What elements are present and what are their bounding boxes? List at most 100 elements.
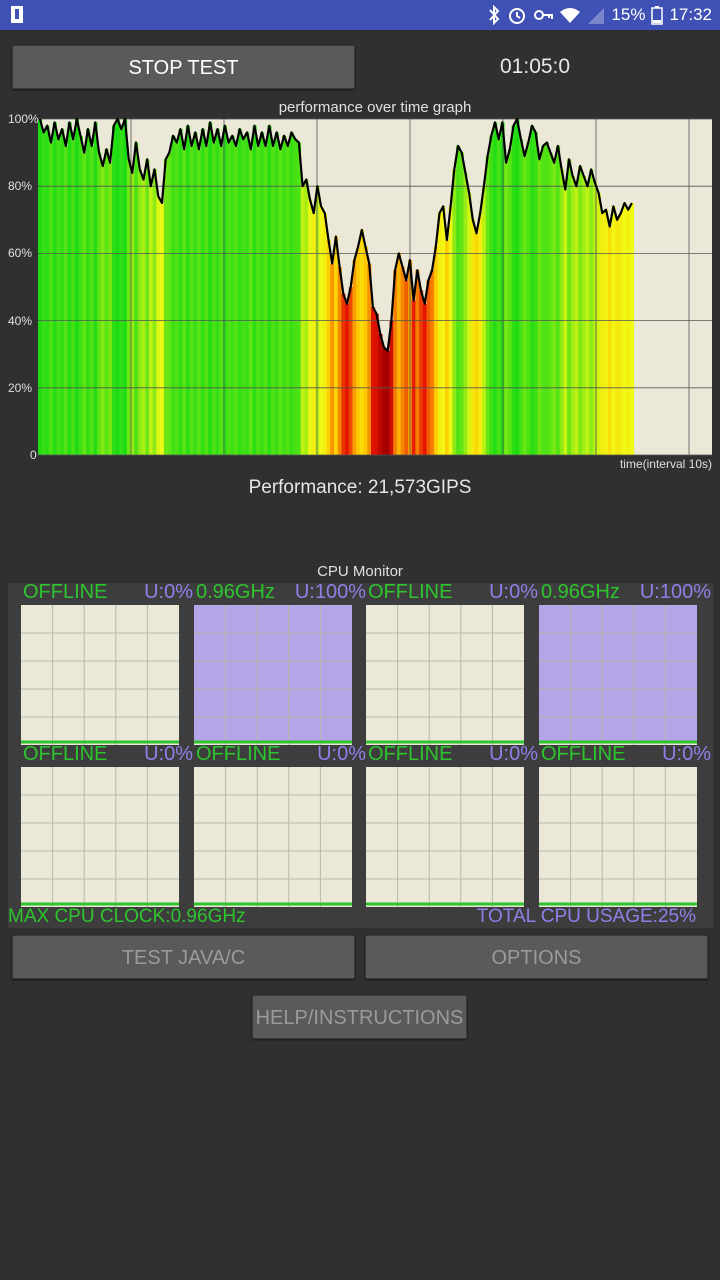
cpu-core-usage: U:100%	[294, 581, 366, 603]
performance-bar	[607, 226, 612, 455]
performance-bar	[245, 132, 250, 455]
cpu-core-1-header: 0.96GHz U:100%	[196, 581, 366, 604]
performance-bar	[193, 132, 198, 455]
performance-bar	[123, 119, 128, 455]
performance-bar	[241, 139, 246, 455]
performance-bar	[618, 213, 623, 455]
battery-icon	[651, 5, 664, 25]
performance-bar	[104, 149, 109, 456]
performance-bar	[248, 149, 253, 456]
options-button[interactable]: OPTIONS	[365, 935, 708, 979]
help-instructions-button[interactable]: HELP/INSTRUCTIONS	[252, 995, 467, 1039]
performance-bar	[204, 145, 209, 455]
performance-bar	[522, 155, 527, 455]
performance-bar	[345, 303, 350, 455]
performance-chart	[38, 117, 712, 456]
performance-bar	[422, 303, 427, 455]
performance-bar	[630, 203, 635, 455]
cpu-core-status: 0.96GHz	[541, 581, 620, 603]
performance-bar	[356, 246, 361, 455]
cpu-core-7-graph	[539, 767, 697, 907]
performance-bar	[596, 192, 601, 456]
performance-bar	[167, 152, 172, 455]
performance-bar	[530, 125, 535, 455]
performance-bar	[378, 334, 383, 455]
performance-bar	[593, 182, 598, 455]
cpu-core-status: OFFLINE	[23, 743, 108, 765]
performance-bar	[626, 209, 631, 455]
cpu-core-4-header: OFFLINE U:0%	[23, 743, 193, 766]
performance-bar	[463, 172, 468, 455]
performance-bar	[271, 145, 276, 455]
performance-bar	[234, 145, 239, 455]
performance-bar	[237, 129, 242, 455]
cpu-monitor-panel: OFFLINE U:0% 0.96GHz U:100% OFFLINE U:0% 0.96G…	[8, 581, 713, 928]
performance-bar	[278, 149, 283, 456]
cpu-core-status: OFFLINE	[368, 743, 453, 765]
cpu-core-2-header: OFFLINE U:0%	[368, 581, 538, 604]
status-bar: 15% 17:32	[0, 0, 720, 30]
performance-bar	[319, 206, 324, 455]
y-tick-80: 80%	[8, 179, 33, 193]
cpu-core-1-graph	[194, 605, 352, 745]
cpu-core-3-header: 0.96GHz U:100%	[541, 581, 711, 604]
max-cpu-clock: MAX CPU CLOCK:0.96GHz	[8, 906, 246, 927]
performance-bar	[52, 122, 57, 456]
cpu-core-5-graph	[194, 767, 352, 907]
performance-bar	[189, 145, 194, 455]
performance-bar	[363, 246, 368, 455]
performance-bar	[289, 132, 294, 455]
performance-bar	[541, 145, 546, 455]
y-tick-100: 100%	[8, 112, 39, 126]
cpu-usage-fill	[194, 605, 352, 741]
performance-bar	[322, 213, 327, 455]
performance-bar	[308, 199, 313, 455]
performance-bar	[548, 152, 553, 455]
performance-bar	[352, 260, 357, 455]
performance-bar	[226, 142, 231, 455]
performance-bar	[611, 206, 616, 455]
cpu-core-7-header: OFFLINE U:0%	[541, 743, 711, 766]
performance-bar	[282, 135, 287, 456]
performance-bar	[78, 135, 83, 456]
performance-bar	[570, 176, 575, 455]
performance-bar	[334, 236, 339, 455]
performance-bar	[622, 203, 627, 455]
cpu-core-5-header: OFFLINE U:0%	[196, 743, 366, 766]
stop-test-button[interactable]: STOP TEST	[12, 45, 355, 89]
test-java-c-button[interactable]: TEST JAVA/C	[12, 935, 355, 979]
performance-bar	[500, 122, 505, 456]
performance-bar	[108, 162, 113, 455]
graph-title: performance over time graph	[278, 99, 472, 116]
performance-bar	[589, 169, 594, 455]
performance-bar	[97, 152, 102, 455]
performance-bar	[82, 152, 87, 455]
performance-bar	[215, 129, 220, 455]
performance-bar	[537, 159, 542, 455]
performance-bar	[600, 213, 605, 455]
performance-bar	[493, 122, 498, 456]
cpu-core-0-graph	[21, 605, 179, 745]
performance-bar	[171, 135, 176, 456]
performance-bar	[433, 246, 438, 455]
cpu-core-status: 0.96GHz	[196, 581, 275, 603]
performance-bar	[470, 219, 475, 455]
performance-bar	[519, 139, 524, 455]
performance-bar	[45, 125, 50, 455]
wifi-icon	[559, 5, 581, 25]
performance-bar	[341, 293, 346, 455]
performance-bar	[178, 129, 183, 455]
bluetooth-icon	[487, 5, 501, 25]
performance-bar	[41, 132, 46, 455]
performance-bar	[130, 172, 135, 455]
performance-line	[38, 117, 633, 352]
performance-bar	[544, 142, 549, 455]
performance-bar	[230, 135, 235, 456]
performance-bar	[489, 135, 494, 456]
performance-bar	[49, 142, 54, 455]
cpu-core-usage: U:0%	[144, 743, 193, 765]
performance-bar	[578, 166, 583, 455]
performance-bar	[100, 166, 105, 455]
notification-icon	[10, 4, 24, 29]
performance-bar	[260, 132, 265, 455]
